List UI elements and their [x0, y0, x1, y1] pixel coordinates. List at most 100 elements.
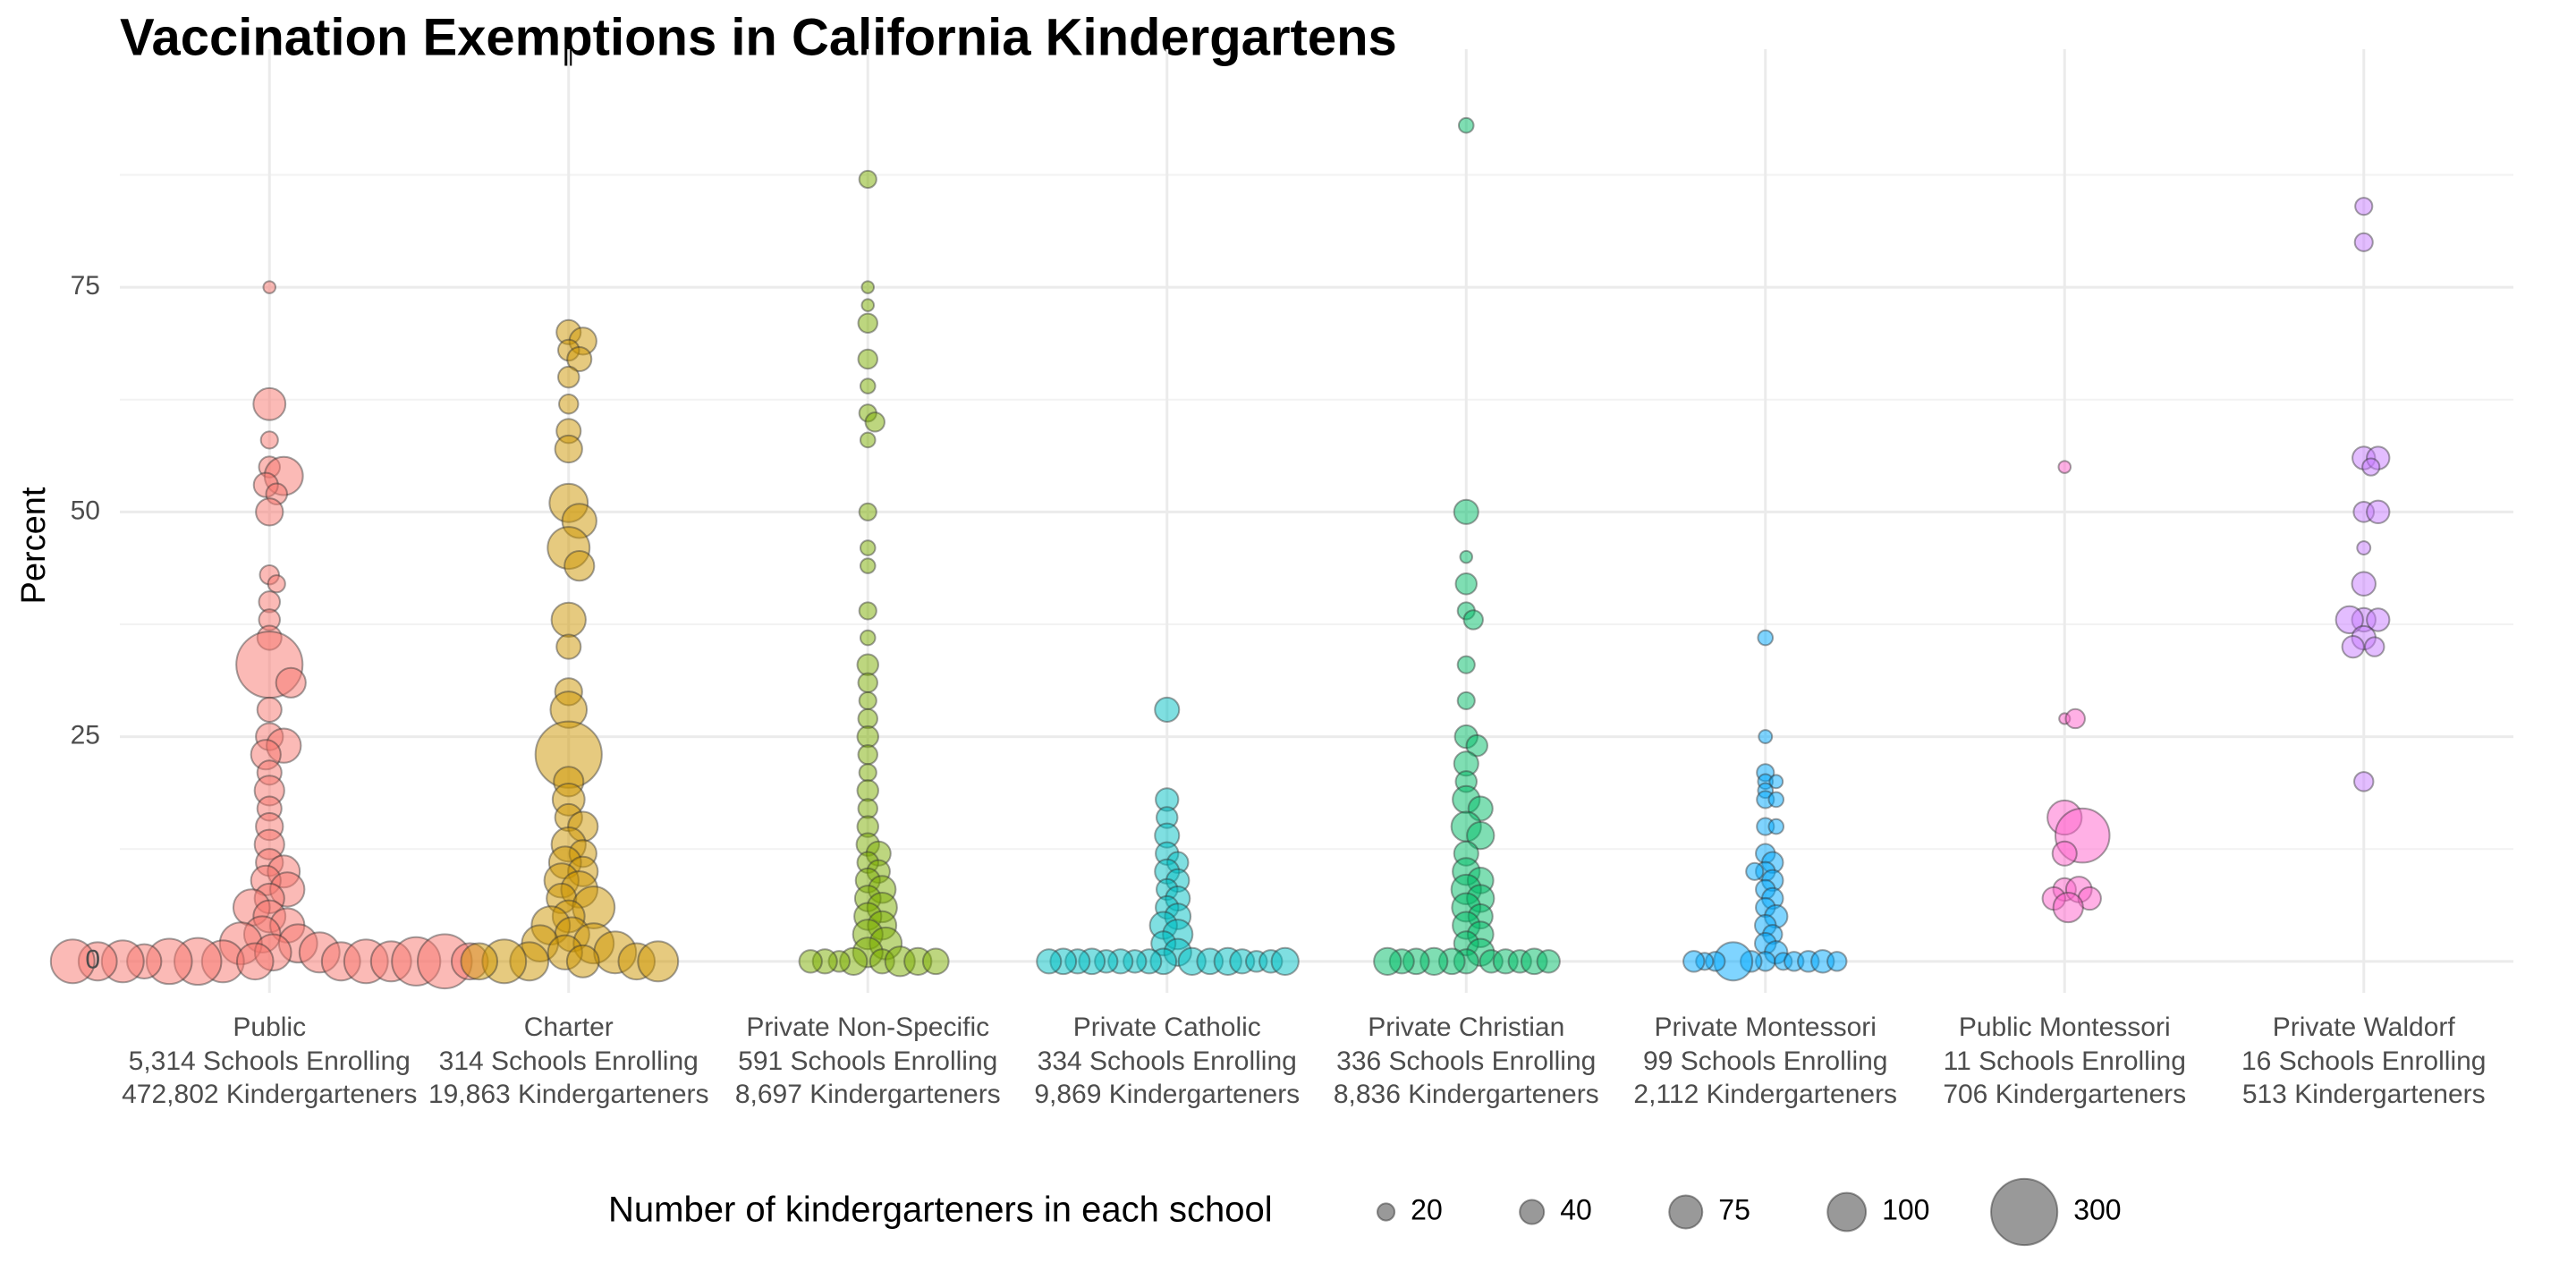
x-tick-label: Private Catholic [1073, 1013, 1261, 1042]
point [857, 672, 878, 693]
point [275, 666, 307, 699]
x-tick-kids: 8,697 Kindergarteners [735, 1080, 1001, 1109]
point [550, 601, 587, 639]
point [1768, 774, 1784, 790]
point [557, 365, 580, 389]
point [1758, 729, 1774, 744]
grid [120, 49, 2513, 993]
point [1373, 946, 1402, 976]
point [2057, 460, 2072, 474]
point [2353, 771, 2375, 792]
point [2366, 607, 2391, 632]
point [1457, 116, 1475, 134]
x-tick-schools: 334 Schools Enrolling [1038, 1046, 1297, 1076]
point [1456, 691, 1476, 710]
x-tick-schools: 5,314 Schools Enrolling [129, 1046, 411, 1076]
point [2356, 540, 2372, 555]
point [1826, 951, 1848, 972]
x-tick-kids: 19,863 Kindergarteners [428, 1080, 709, 1109]
point [864, 411, 886, 433]
x-tick-label: Public Montessori [1959, 1013, 2171, 1042]
point [1757, 629, 1775, 647]
y-tick-label: 75 [71, 271, 100, 301]
point [2351, 571, 2377, 597]
x-tick-schools: 11 Schools Enrolling [1944, 1046, 2186, 1076]
point [1270, 946, 1300, 976]
point [49, 938, 96, 985]
x-tick-label: Private Montessori [1655, 1013, 1877, 1042]
point [558, 394, 580, 415]
point [564, 550, 596, 582]
point [1465, 733, 1488, 758]
point [859, 377, 877, 394]
point [858, 502, 877, 521]
point [856, 724, 879, 749]
point [565, 944, 600, 979]
point [859, 431, 877, 449]
x-tick-label: Private Christian [1368, 1013, 1564, 1042]
x-tick-kids: 706 Kindergarteners [1943, 1080, 2186, 1109]
point [858, 601, 877, 621]
legend-circle [1990, 1177, 2059, 1247]
point [1767, 791, 1785, 809]
point [1682, 950, 1706, 973]
x-tick-kids: 513 Kindergarteners [2242, 1080, 2486, 1109]
point [1745, 861, 1765, 881]
x-tick-label: Private Waldorf [2273, 1013, 2456, 1042]
point [1459, 549, 1474, 564]
legend-circle [1826, 1191, 1868, 1233]
x-tick-schools: 591 Schools Enrolling [738, 1046, 997, 1076]
point [857, 312, 878, 334]
legend-circle [1377, 1202, 1396, 1222]
point [1454, 572, 1478, 596]
point [2052, 891, 2084, 924]
point [2361, 457, 2381, 477]
point [2064, 708, 2086, 730]
point [2354, 197, 2374, 216]
point [798, 949, 823, 974]
point [252, 386, 287, 421]
x-tick-kids: 2,112 Kindergarteners [1633, 1080, 1897, 1109]
point [2341, 634, 2365, 659]
point [235, 942, 275, 981]
y-axis-title: Percent [15, 487, 53, 604]
point [921, 947, 950, 976]
point [857, 348, 878, 370]
labels: 0 25 50 75 Public 5,314 Schools Enrolling 472,… [71, 271, 2487, 1109]
point [1536, 949, 1561, 974]
point [2364, 636, 2385, 657]
point [1453, 498, 1479, 525]
x-tick-kids: 472,802 Kindergarteners [122, 1080, 417, 1109]
point [2353, 232, 2374, 252]
point [555, 633, 582, 660]
legend: 20 40 75 100 300 [1377, 1177, 2122, 1247]
point [856, 653, 879, 676]
point [859, 539, 877, 556]
legend-circle [1668, 1194, 1704, 1230]
point [1154, 696, 1181, 723]
point [859, 557, 877, 574]
x-tick-label: Private Non-Specific [746, 1013, 989, 1042]
x-tick-label: Charter [524, 1013, 614, 1042]
point [860, 298, 876, 312]
point [2366, 499, 2391, 524]
legend-label: 100 [1882, 1193, 1929, 1225]
point [1767, 818, 1785, 835]
point [554, 434, 583, 464]
point [1466, 820, 1496, 851]
point [860, 280, 876, 294]
point [256, 696, 283, 723]
legend-label: 40 [1560, 1193, 1592, 1225]
points [49, 116, 2391, 990]
legend-title: Number of kindergarteners in each school [608, 1191, 1273, 1230]
legend-circle [1519, 1199, 1546, 1225]
point [1462, 609, 1484, 631]
point [267, 574, 286, 594]
x-tick-schools: 99 Schools Enrolling [1643, 1046, 1888, 1076]
point [858, 169, 877, 190]
point [259, 430, 279, 450]
point [1456, 655, 1476, 674]
legend-label: 20 [1411, 1193, 1443, 1225]
x-tick-label: Public [233, 1013, 306, 1042]
